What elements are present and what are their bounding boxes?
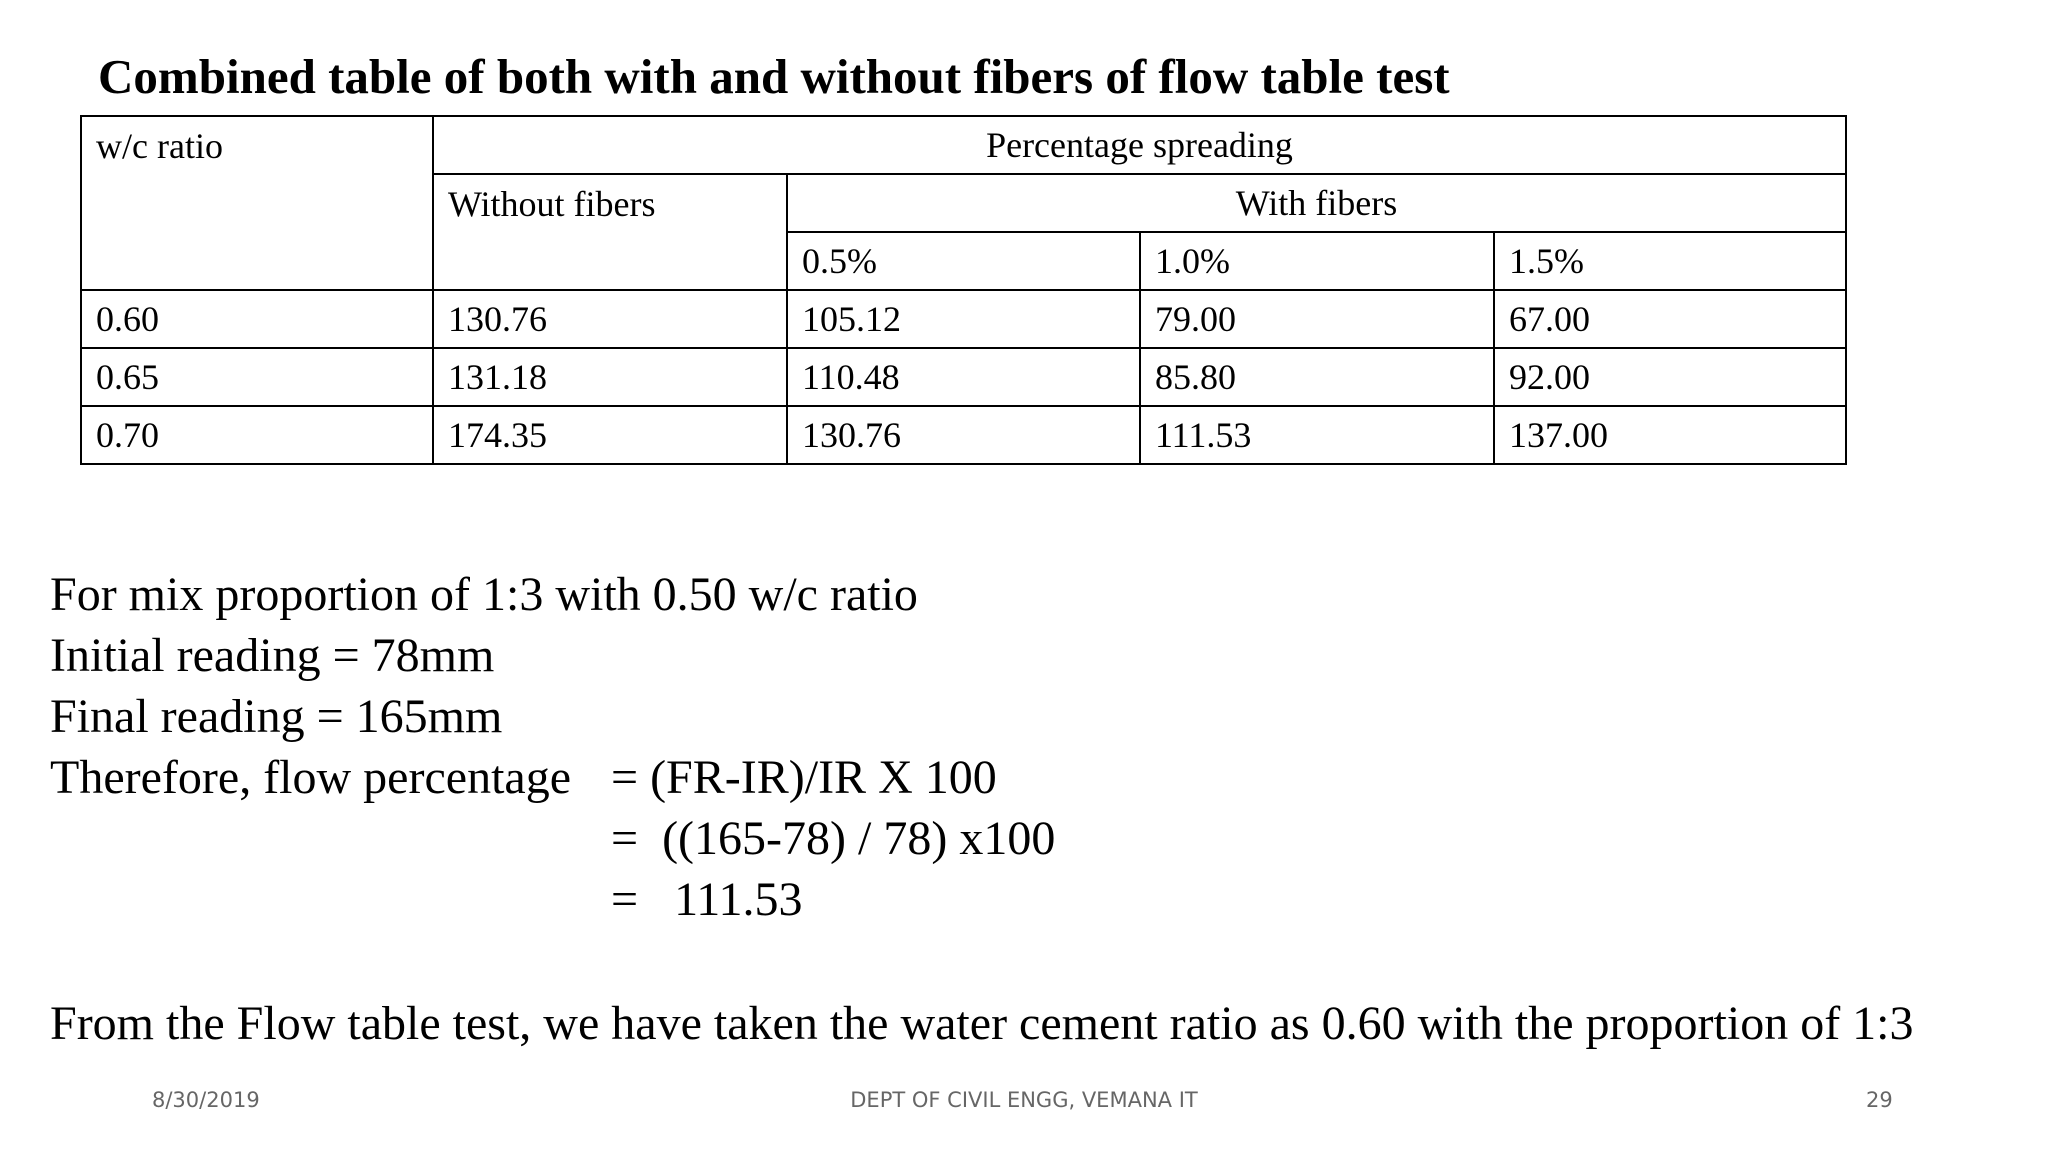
text-line: Initial reading = 78mm <box>50 629 495 682</box>
table-cell: 67.00 <box>1493 289 1847 349</box>
table-cell: 131.18 <box>432 347 788 407</box>
table-cell: 0.70 <box>80 405 434 465</box>
calc-step: = ((165-78) / 78) x100 <box>611 812 1056 865</box>
header-cell: 1.0% <box>1139 231 1495 291</box>
header-cell: With fibers <box>786 173 1847 233</box>
table-cell: 130.76 <box>432 289 788 349</box>
calc-steps: = (FR-IR)/IR X 100 = ((165-78) / 78) x100… <box>611 747 1055 930</box>
calc-step: = 111.53 <box>611 873 803 926</box>
table-row: 0.60 130.76 105.12 79.00 67.00 <box>80 289 1847 349</box>
header-cell: Percentage spreading <box>432 115 1847 175</box>
table-cell: 0.60 <box>80 289 434 349</box>
footer-page: 29 <box>1866 1088 1893 1112</box>
table-cell: 79.00 <box>1139 289 1495 349</box>
table-cell: 0.65 <box>80 347 434 407</box>
calc-label: Therefore, flow percentage <box>50 751 572 804</box>
slide-title: Combined table of both with and without … <box>98 49 1450 104</box>
header-cell: Without fibers <box>432 173 788 291</box>
table-cell: 92.00 <box>1493 347 1847 407</box>
table-cell: 110.48 <box>786 347 1141 407</box>
conclusion: From the Flow table test, we have taken … <box>50 997 1914 1050</box>
footer-date: 8/30/2019 <box>152 1088 260 1112</box>
text-line: Final reading = 165mm <box>50 690 503 743</box>
table-cell: 105.12 <box>786 289 1141 349</box>
text-block: For mix proportion of 1:3 with 0.50 w/c … <box>50 564 918 747</box>
table-row: 0.65 131.18 110.48 85.80 92.00 <box>80 347 1847 407</box>
footer-center: DEPT OF CIVIL ENGG, VEMANA IT <box>850 1088 1198 1112</box>
table-cell: 85.80 <box>1139 347 1495 407</box>
header-cell: 1.5% <box>1493 231 1847 291</box>
table-cell: 174.35 <box>432 405 788 465</box>
table-row: 0.70 174.35 130.76 111.53 137.00 <box>80 405 1847 465</box>
flow-table: w/c ratio Percentage spreading Without f… <box>80 115 1847 465</box>
header-cell: w/c ratio <box>80 115 434 291</box>
table-cell: 130.76 <box>786 405 1141 465</box>
table-cell: 111.53 <box>1139 405 1495 465</box>
calc-step: = (FR-IR)/IR X 100 <box>611 751 997 804</box>
header-cell: 0.5% <box>786 231 1141 291</box>
text-line: For mix proportion of 1:3 with 0.50 w/c … <box>50 568 918 621</box>
table-cell: 137.00 <box>1493 405 1847 465</box>
